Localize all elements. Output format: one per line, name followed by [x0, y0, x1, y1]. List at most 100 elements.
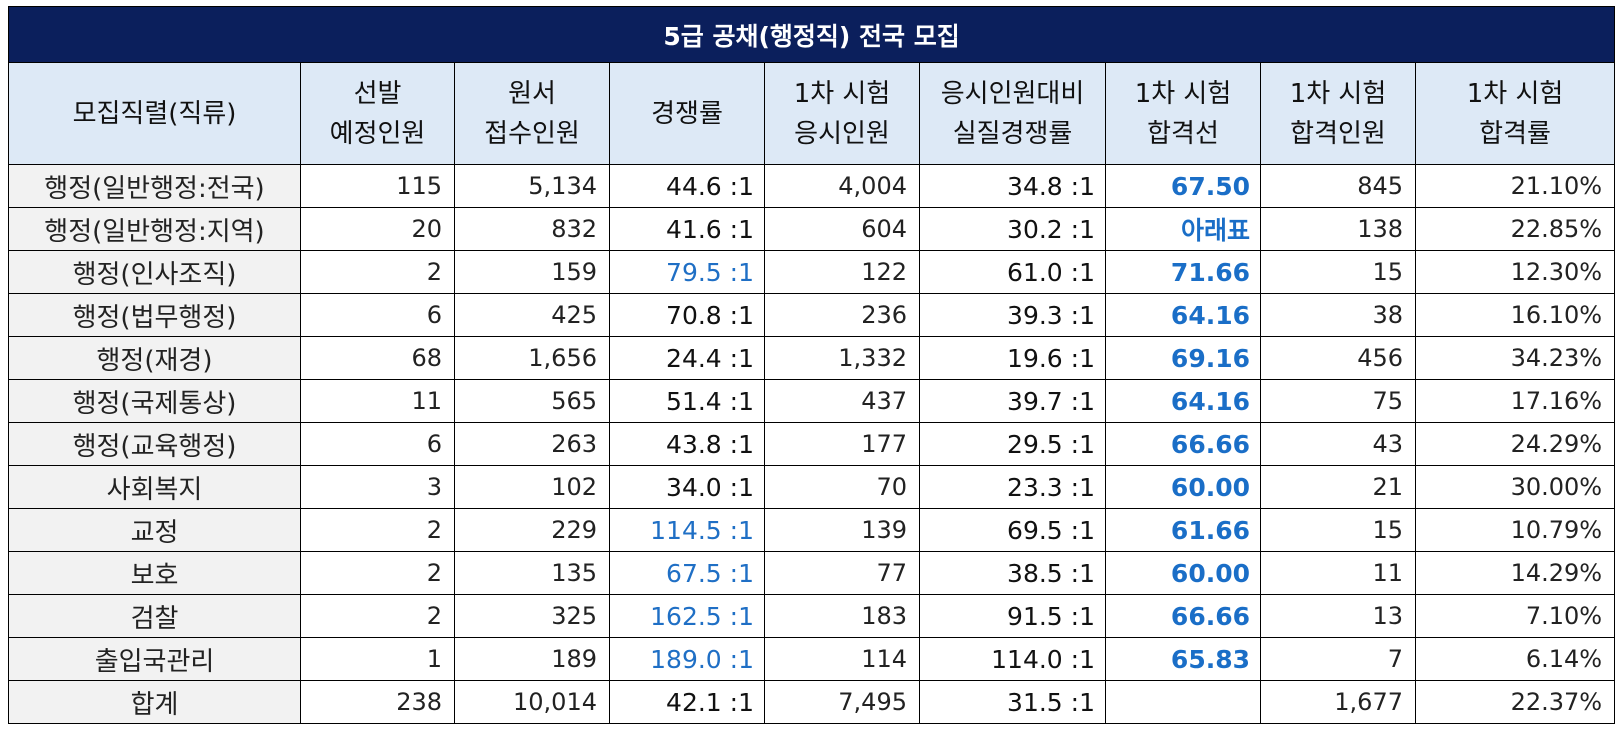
- cell-planned: 6: [300, 422, 455, 466]
- cell-pass-rate: 24.29%: [1414, 422, 1616, 466]
- table-row: 교정 2 229 114.5 :1 139 69.5 :1 61.66 15 10.79%: [8, 508, 1616, 552]
- cell-cutoff: 66.66: [1105, 422, 1261, 466]
- recruitment-table: 5급 공채(행정직) 전국 모집 모집직렬(직류) 선발 예정인원 원서 접수인원 …: [7, 6, 1616, 724]
- cell-ratio: 51.4 :1: [609, 379, 765, 423]
- cell-real-ratio: 29.5 :1: [919, 422, 1106, 466]
- cell-pass-rate: 6.14%: [1414, 637, 1616, 681]
- cell-cutoff: 66.66: [1105, 594, 1261, 638]
- cell-real-ratio: 19.6 :1: [919, 336, 1106, 380]
- table-row: 행정(법무행정) 6 425 70.8 :1 236 39.3 :1 64.16 38 16.1…: [8, 293, 1616, 337]
- cell-applied: 5,134: [454, 164, 610, 208]
- total-cutoff: [1105, 680, 1261, 724]
- cell-takers: 114: [764, 637, 920, 681]
- cell-real-ratio: 61.0 :1: [919, 250, 1106, 294]
- cell-pass-rate: 14.29%: [1414, 551, 1616, 595]
- cell-ratio: 43.8 :1: [609, 422, 765, 466]
- cell-applied: 102: [454, 465, 610, 509]
- table-row: 사회복지 3 102 34.0 :1 70 23.3 :1 60.00 21 30.00%: [8, 465, 1616, 509]
- col-header-pass-rate: 1차 시험 합격률: [1414, 62, 1616, 165]
- cell-takers: 139: [764, 508, 920, 552]
- cell-pass-rate: 17.16%: [1414, 379, 1616, 423]
- cell-cutoff: 60.00: [1105, 465, 1261, 509]
- col-header-cutoff: 1차 시험 합격선: [1105, 62, 1261, 165]
- cell-ratio: 24.4 :1: [609, 336, 765, 380]
- cell-real-ratio: 39.7 :1: [919, 379, 1106, 423]
- cell-passed: 43: [1260, 422, 1416, 466]
- table-row: 출입국관리 1 189 189.0 :1 114 114.0 :1 65.83 7 6.14%: [8, 637, 1616, 681]
- cell-takers: 236: [764, 293, 920, 337]
- cell-ratio: 34.0 :1: [609, 465, 765, 509]
- cell-takers: 437: [764, 379, 920, 423]
- cell-category: 사회복지: [8, 465, 301, 509]
- cell-pass-rate: 22.85%: [1414, 207, 1616, 251]
- cell-cutoff: 71.66: [1105, 250, 1261, 294]
- cell-cutoff: 64.16: [1105, 379, 1261, 423]
- table-row: 행정(재경) 68 1,656 24.4 :1 1,332 19.6 :1 69.16 456…: [8, 336, 1616, 380]
- cell-takers: 1,332: [764, 336, 920, 380]
- table-row: 보호 2 135 67.5 :1 77 38.5 :1 60.00 11 14.29%: [8, 551, 1616, 595]
- table-row: 행정(일반행정:전국) 115 5,134 44.6 :1 4,004 34.8 :1 67…: [8, 164, 1616, 208]
- cell-category: 행정(인사조직): [8, 250, 301, 294]
- cell-planned: 2: [300, 551, 455, 595]
- cell-applied: 135: [454, 551, 610, 595]
- cell-passed: 7: [1260, 637, 1416, 681]
- cell-pass-rate: 7.10%: [1414, 594, 1616, 638]
- cell-cutoff: 64.16: [1105, 293, 1261, 337]
- cell-passed: 21: [1260, 465, 1416, 509]
- cell-passed: 13: [1260, 594, 1416, 638]
- col-header-applied: 원서 접수인원: [454, 62, 610, 165]
- table-row: 행정(교육행정) 6 263 43.8 :1 177 29.5 :1 66.66 43 24.2…: [8, 422, 1616, 466]
- cell-passed: 138: [1260, 207, 1416, 251]
- cell-cutoff: 69.16: [1105, 336, 1261, 380]
- cell-category: 행정(일반행정:전국): [8, 164, 301, 208]
- total-label: 합계: [8, 680, 301, 724]
- cell-category: 행정(국제통상): [8, 379, 301, 423]
- cell-ratio: 44.6 :1: [609, 164, 765, 208]
- cell-real-ratio: 91.5 :1: [919, 594, 1106, 638]
- cell-ratio: 79.5 :1: [609, 250, 765, 294]
- cell-planned: 2: [300, 508, 455, 552]
- table-row: 행정(인사조직) 2 159 79.5 :1 122 61.0 :1 71.66 15 12.3…: [8, 250, 1616, 294]
- cell-ratio: 162.5 :1: [609, 594, 765, 638]
- cell-cutoff: 아래표: [1105, 207, 1261, 251]
- cell-applied: 1,656: [454, 336, 610, 380]
- cell-real-ratio: 39.3 :1: [919, 293, 1106, 337]
- cell-takers: 183: [764, 594, 920, 638]
- cell-passed: 75: [1260, 379, 1416, 423]
- total-planned: 238: [300, 680, 455, 724]
- cell-takers: 70: [764, 465, 920, 509]
- cell-real-ratio: 69.5 :1: [919, 508, 1106, 552]
- recruitment-table-container: 5급 공채(행정직) 전국 모집 모집직렬(직류) 선발 예정인원 원서 접수인원 …: [7, 6, 1616, 724]
- table-body: 행정(일반행정:전국) 115 5,134 44.6 :1 4,004 34.8 :1 67…: [8, 164, 1616, 724]
- cell-planned: 2: [300, 594, 455, 638]
- cell-real-ratio: 34.8 :1: [919, 164, 1106, 208]
- col-header-real-ratio: 응시인원대비 실질경쟁률: [919, 62, 1106, 165]
- col-header-ratio: 경쟁률: [609, 62, 765, 165]
- col-header-planned: 선발 예정인원: [300, 62, 455, 165]
- cell-planned: 3: [300, 465, 455, 509]
- cell-cutoff: 61.66: [1105, 508, 1261, 552]
- cell-ratio: 41.6 :1: [609, 207, 765, 251]
- total-applied: 10,014: [454, 680, 610, 724]
- cell-applied: 229: [454, 508, 610, 552]
- cell-pass-rate: 30.00%: [1414, 465, 1616, 509]
- cell-real-ratio: 114.0 :1: [919, 637, 1106, 681]
- cell-takers: 604: [764, 207, 920, 251]
- cell-takers: 77: [764, 551, 920, 595]
- cell-planned: 68: [300, 336, 455, 380]
- total-row: 합계 238 10,014 42.1 :1 7,495 31.5 :1 1,67…: [8, 680, 1616, 724]
- cell-planned: 6: [300, 293, 455, 337]
- cell-cutoff: 65.83: [1105, 637, 1261, 681]
- cell-passed: 15: [1260, 508, 1416, 552]
- cell-planned: 1: [300, 637, 455, 681]
- cell-passed: 15: [1260, 250, 1416, 294]
- cell-applied: 325: [454, 594, 610, 638]
- cell-takers: 122: [764, 250, 920, 294]
- total-real-ratio: 31.5 :1: [919, 680, 1106, 724]
- total-ratio: 42.1 :1: [609, 680, 765, 724]
- total-takers: 7,495: [764, 680, 920, 724]
- cell-pass-rate: 16.10%: [1414, 293, 1616, 337]
- cell-planned: 20: [300, 207, 455, 251]
- cell-cutoff: 67.50: [1105, 164, 1261, 208]
- col-header-takers: 1차 시험 응시인원: [764, 62, 920, 165]
